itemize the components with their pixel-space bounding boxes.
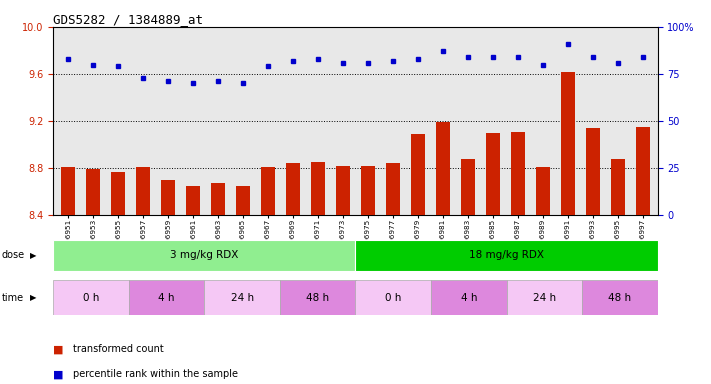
Text: ▶: ▶ [30, 251, 36, 260]
Text: 24 h: 24 h [230, 293, 254, 303]
Bar [129, 280, 205, 315]
Text: percentile rank within the sample: percentile rank within the sample [73, 369, 238, 379]
Text: transformed count: transformed count [73, 344, 164, 354]
Bar [61, 167, 75, 215]
Bar [186, 185, 200, 215]
Text: 48 h: 48 h [306, 293, 329, 303]
Text: 4 h: 4 h [461, 293, 477, 303]
Bar [431, 280, 506, 315]
Text: 48 h: 48 h [609, 293, 631, 303]
Text: 0 h: 0 h [385, 293, 402, 303]
Text: GDS5282 / 1384889_at: GDS5282 / 1384889_at [53, 13, 203, 26]
Bar [361, 166, 375, 215]
Bar [112, 172, 125, 215]
Bar [461, 159, 475, 215]
Bar [411, 134, 424, 215]
Bar [137, 167, 150, 215]
Bar [356, 280, 431, 315]
Text: 4 h: 4 h [159, 293, 175, 303]
Bar [536, 167, 550, 215]
Bar [636, 127, 650, 215]
Text: dose: dose [1, 250, 25, 260]
Text: 18 mg/kg RDX: 18 mg/kg RDX [469, 250, 544, 260]
Bar [161, 180, 175, 215]
Bar [311, 162, 325, 215]
Bar [287, 163, 300, 215]
Bar [436, 122, 450, 215]
Bar [561, 71, 574, 215]
Bar [386, 163, 400, 215]
Text: ▶: ▶ [30, 293, 36, 302]
Text: time: time [1, 293, 23, 303]
Bar [87, 169, 100, 215]
Text: ■: ■ [53, 369, 64, 379]
Bar [356, 240, 658, 271]
Bar [336, 166, 350, 215]
Bar [486, 133, 500, 215]
Text: 0 h: 0 h [83, 293, 100, 303]
Bar [511, 132, 525, 215]
Bar [53, 280, 129, 315]
Bar [53, 240, 356, 271]
Text: 3 mg/kg RDX: 3 mg/kg RDX [170, 250, 239, 260]
Bar [506, 280, 582, 315]
Bar [261, 167, 275, 215]
Bar [586, 128, 599, 215]
Text: ■: ■ [53, 344, 64, 354]
Bar [611, 159, 624, 215]
Bar [582, 280, 658, 315]
Bar [211, 183, 225, 215]
Bar [236, 185, 250, 215]
Bar [205, 280, 280, 315]
Bar [280, 280, 356, 315]
Text: 24 h: 24 h [533, 293, 556, 303]
